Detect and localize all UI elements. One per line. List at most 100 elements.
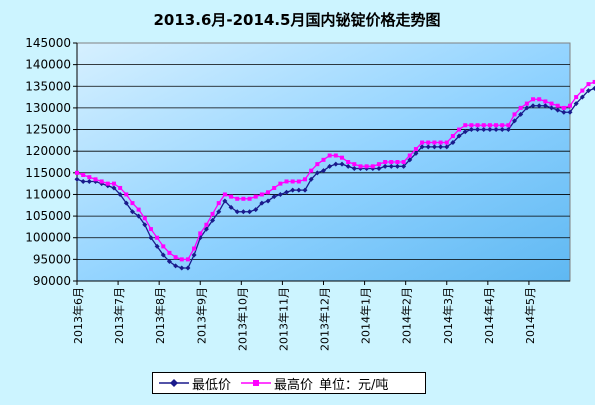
- data-point: [414, 147, 418, 151]
- x-tick-label: 2014年1月: [359, 287, 373, 344]
- data-point: [186, 257, 190, 261]
- data-point: [260, 192, 264, 196]
- data-point: [395, 160, 399, 164]
- data-point: [531, 97, 535, 101]
- x-tick-label: 2013年8月: [153, 287, 167, 344]
- y-axis: 145000 140000 135000 130000 125000 120000 1150…: [25, 36, 77, 288]
- y-tick-label: 90000: [33, 274, 71, 288]
- y-tick-label: 110000: [25, 187, 71, 201]
- x-tick-label: 2014年5月: [523, 287, 537, 344]
- data-point: [180, 257, 184, 261]
- data-point: [383, 160, 387, 164]
- data-point: [124, 192, 128, 196]
- data-point: [174, 255, 178, 259]
- legend: 最低价 最高价 单位：元/吨: [152, 372, 426, 394]
- data-point: [371, 164, 375, 168]
- plot-area: [77, 43, 570, 281]
- data-point: [352, 162, 356, 166]
- data-point: [402, 160, 406, 164]
- data-point: [81, 173, 85, 177]
- data-point: [143, 216, 147, 220]
- data-point: [340, 156, 344, 160]
- data-point: [494, 123, 498, 127]
- data-point: [469, 123, 473, 127]
- legend-unit-note: 单位：元/吨: [319, 374, 388, 393]
- data-point: [408, 154, 412, 158]
- data-point: [112, 182, 116, 186]
- y-tick-label: 135000: [25, 79, 71, 93]
- y-tick-label: 125000: [25, 123, 71, 137]
- data-point: [155, 236, 159, 240]
- y-tick-label: 95000: [33, 252, 71, 266]
- data-point: [87, 175, 91, 179]
- data-point: [445, 141, 449, 145]
- y-tick-label: 100000: [25, 231, 71, 245]
- plot-background: [77, 43, 570, 281]
- data-point: [309, 169, 313, 173]
- data-point: [272, 186, 276, 190]
- data-point: [241, 197, 245, 201]
- data-point: [574, 95, 578, 99]
- data-point: [130, 201, 134, 205]
- data-point: [93, 177, 97, 181]
- data-point: [439, 141, 443, 145]
- data-point: [525, 102, 529, 106]
- data-point: [75, 171, 79, 175]
- data-point: [420, 141, 424, 145]
- data-point: [229, 195, 233, 199]
- x-tick-label: 2013年6月: [71, 287, 85, 344]
- y-tick-label: 130000: [25, 101, 71, 115]
- data-point: [217, 201, 221, 205]
- y-tick-label: 145000: [25, 36, 71, 50]
- legend-swatch-min: [159, 377, 189, 389]
- data-point: [586, 82, 590, 86]
- data-point: [389, 160, 393, 164]
- data-point: [211, 212, 215, 216]
- data-point: [223, 192, 227, 196]
- y-tick-label: 120000: [25, 144, 71, 158]
- data-point: [278, 182, 282, 186]
- data-point: [500, 123, 504, 127]
- x-tick-label: 2014年3月: [441, 287, 455, 344]
- x-axis: 2013年6月 2013年7月 2013年8月 2013年9月 2013年10月 2013…: [71, 281, 570, 351]
- data-point: [568, 104, 572, 108]
- data-point: [334, 154, 338, 158]
- data-point: [426, 141, 430, 145]
- data-point: [266, 190, 270, 194]
- data-point: [285, 179, 289, 183]
- legend-item-min: 最低价: [159, 374, 231, 393]
- data-point: [167, 251, 171, 255]
- data-point: [137, 208, 141, 212]
- x-tick-label: 2013年12月: [318, 287, 332, 351]
- data-point: [192, 247, 196, 251]
- legend-item-max: 最高价: [241, 374, 313, 393]
- data-point: [580, 89, 584, 93]
- data-point: [543, 99, 547, 103]
- data-point: [358, 164, 362, 168]
- x-tick-label: 2014年2月: [400, 287, 414, 344]
- data-point: [161, 244, 165, 248]
- data-point: [322, 158, 326, 162]
- data-point: [303, 177, 307, 181]
- x-tick-label: 2013年11月: [276, 287, 290, 351]
- data-point: [506, 123, 510, 127]
- x-tick-label: 2013年9月: [194, 287, 208, 344]
- y-tick-label: 115000: [25, 166, 71, 180]
- data-point: [550, 102, 554, 106]
- legend-label-max: 最高价: [274, 374, 313, 393]
- legend-swatch-max: [241, 377, 271, 389]
- y-tick-label: 140000: [25, 58, 71, 72]
- data-point: [315, 162, 319, 166]
- data-point: [198, 231, 202, 235]
- data-point: [432, 141, 436, 145]
- data-point: [297, 179, 301, 183]
- data-point: [118, 186, 122, 190]
- data-point: [100, 179, 104, 183]
- x-tick-label: 2013年7月: [112, 287, 126, 344]
- x-tick-label: 2013年10月: [235, 287, 249, 351]
- data-point: [482, 123, 486, 127]
- data-point: [248, 197, 252, 201]
- data-point: [562, 106, 566, 110]
- data-point: [537, 97, 541, 101]
